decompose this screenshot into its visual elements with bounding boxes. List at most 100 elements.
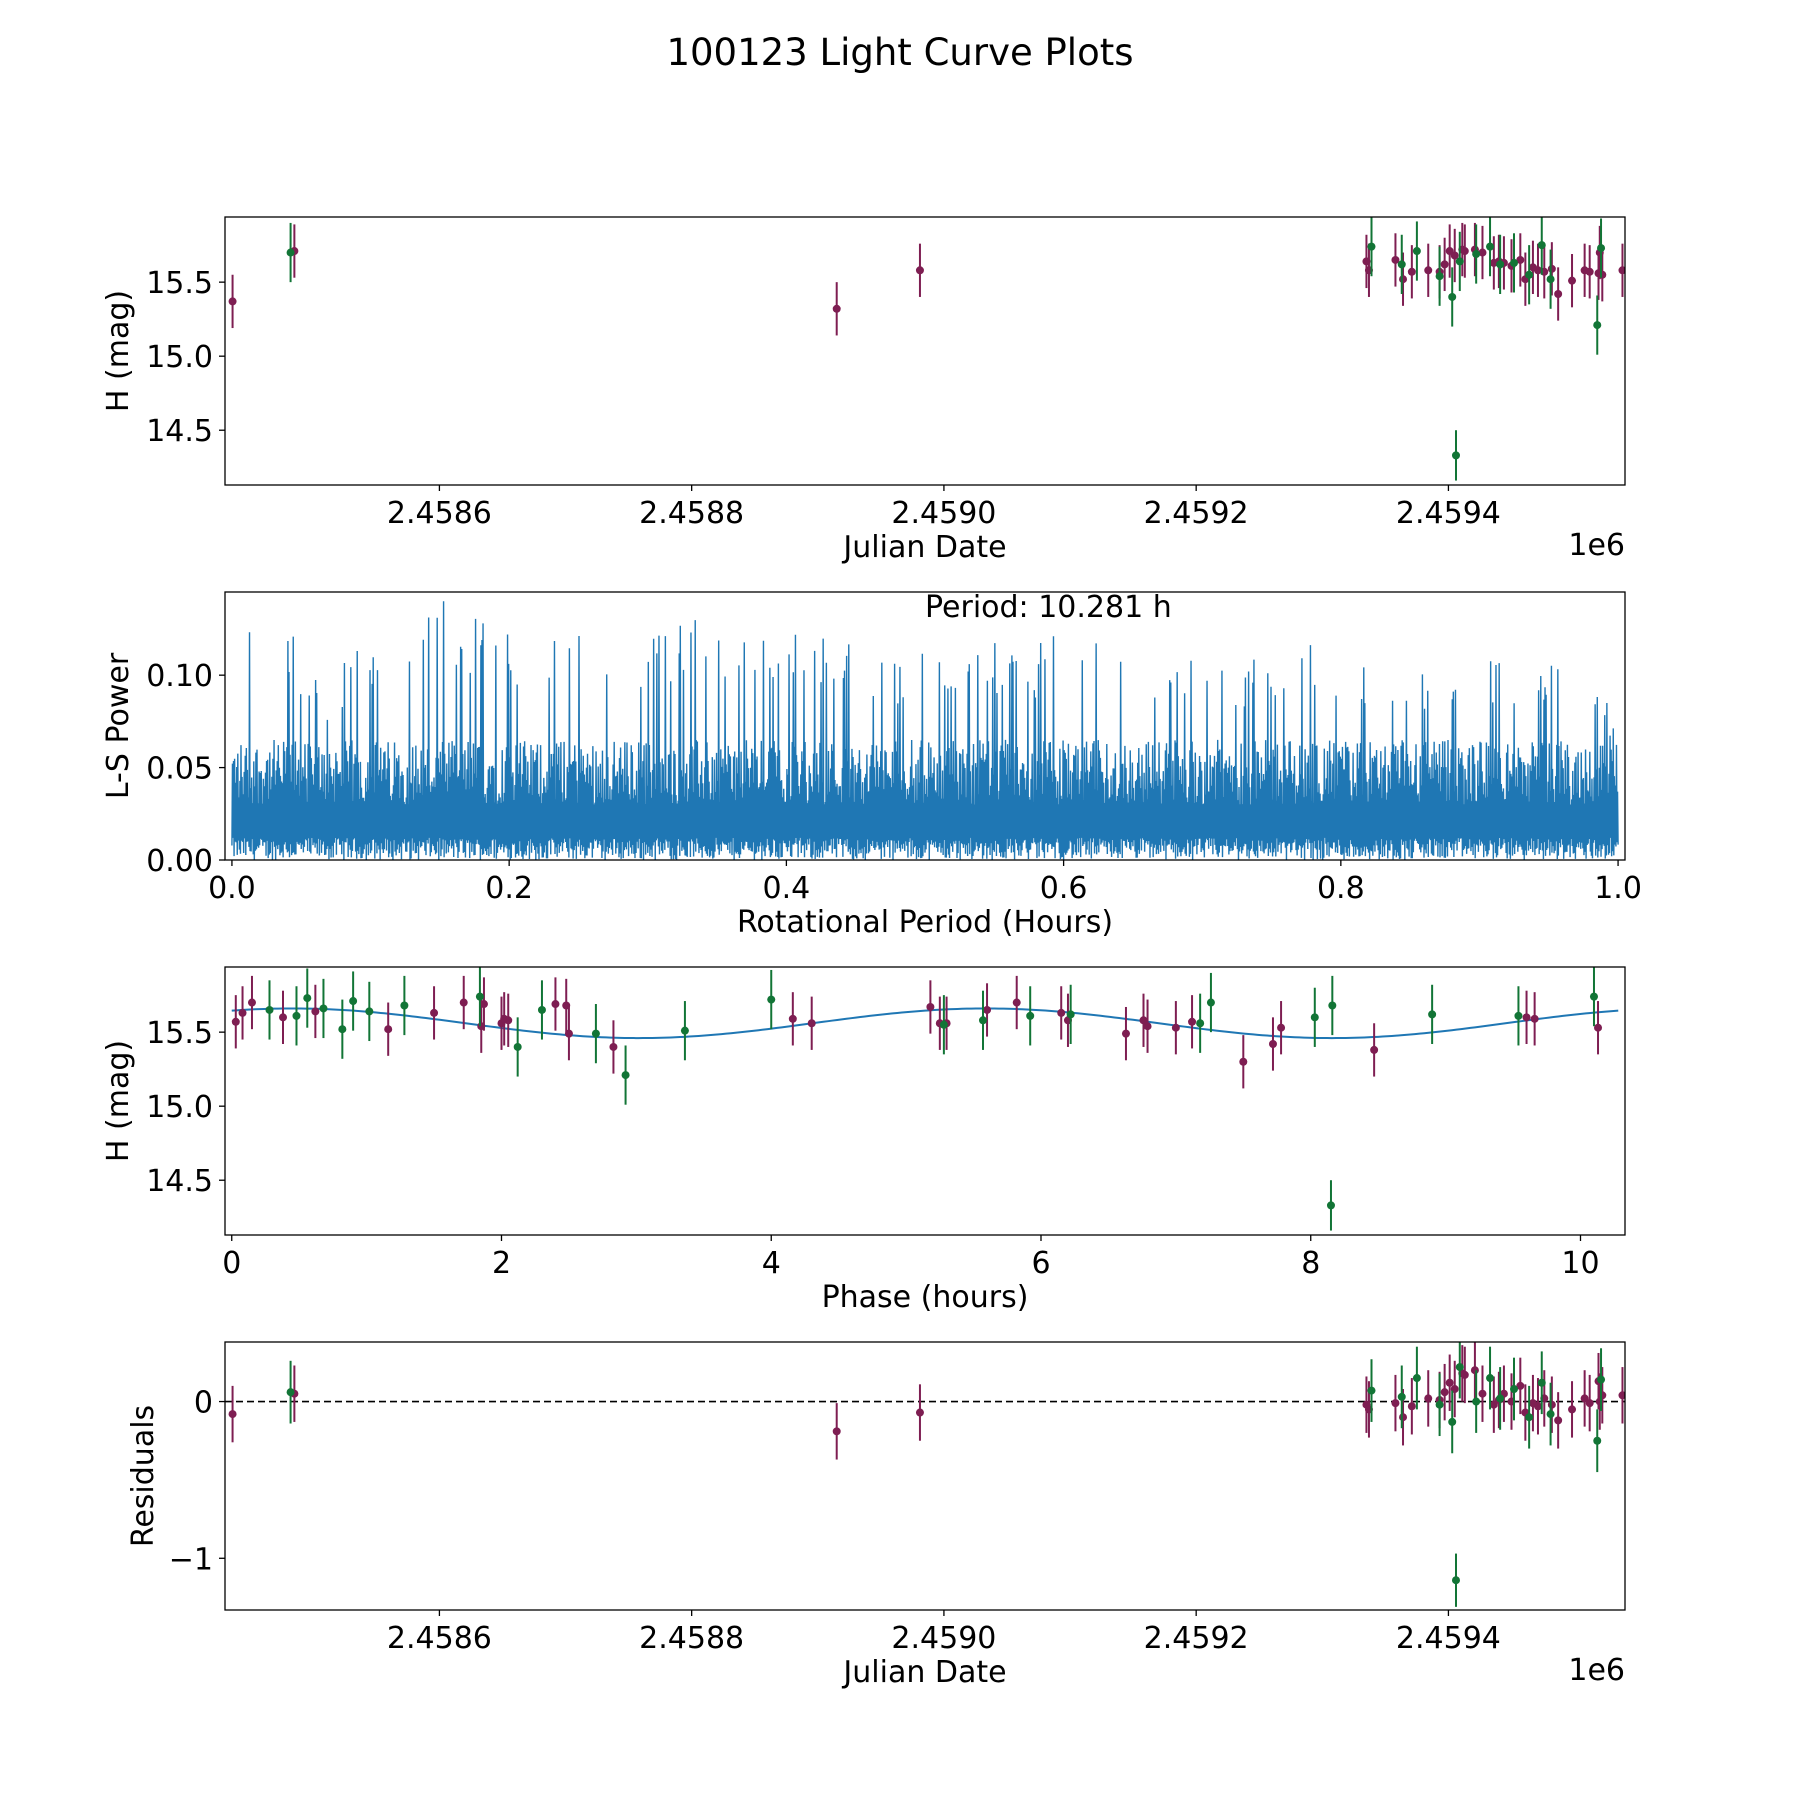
light-curve-y-label: H (mag): [101, 290, 136, 412]
data-point: [1516, 255, 1525, 264]
data-point: [1451, 451, 1460, 460]
data-point: [1455, 1363, 1464, 1372]
data-point: [983, 1005, 992, 1014]
phase-folded-x-ticks: 0 2 4 6 8 10: [222, 1235, 1600, 1281]
y-tick-label: −1: [169, 1542, 213, 1577]
data-point: [1424, 266, 1433, 275]
data-point: [1593, 321, 1602, 330]
data-point: [1326, 1201, 1335, 1210]
band-a-series: [231, 975, 1603, 1089]
data-point: [286, 248, 295, 257]
data-point: [832, 304, 841, 313]
y-tick-label: 15.0: [146, 1090, 213, 1125]
data-point: [621, 1071, 630, 1080]
y-tick-label: 0.05: [146, 752, 213, 787]
x-tick-label: 2: [492, 1246, 511, 1281]
data-point: [1585, 1399, 1594, 1408]
data-point: [551, 1000, 560, 1009]
phase-folded-plot-area: [231, 967, 1619, 1231]
data-point: [1399, 1413, 1408, 1422]
x-tick-label: 2.4586: [387, 496, 492, 531]
data-point: [303, 994, 312, 1003]
phase-folded-y-ticks: 14.5 15.0 15.5: [146, 1016, 225, 1199]
data-point: [1440, 1388, 1449, 1397]
data-point: [231, 1017, 240, 1026]
periodogram-y-ticks: 0.00 0.05 0.10: [146, 659, 225, 879]
data-point: [1397, 260, 1406, 269]
data-point: [1440, 260, 1449, 269]
x-tick-label: 2.4594: [1396, 496, 1501, 531]
y-tick-label: 15.0: [146, 340, 213, 375]
x-tick-label: 2.4590: [891, 496, 996, 531]
residuals-x-label: Julian Date: [841, 1655, 1006, 1690]
data-point: [1391, 1399, 1400, 1408]
light-curve-x-ticks: 2.4586 2.4588 2.4590 2.4592 2.4594: [387, 485, 1501, 531]
data-point: [228, 1410, 237, 1419]
data-point: [1399, 275, 1408, 284]
band-b-outlier-series: [1451, 430, 1460, 481]
phase-folded-axes-frame: [224, 966, 1626, 1236]
data-point: [1460, 1370, 1469, 1379]
data-point: [1121, 1029, 1130, 1038]
data-point: [1139, 1016, 1148, 1025]
data-point: [1594, 1023, 1603, 1032]
data-point: [1546, 275, 1555, 284]
data-point: [1012, 998, 1021, 1007]
data-point: [1277, 1023, 1286, 1032]
x-tick-label: 0.8: [1317, 871, 1365, 906]
data-point: [1598, 1391, 1607, 1400]
data-point: [1310, 1013, 1319, 1022]
data-point: [1546, 1410, 1555, 1419]
data-point: [1196, 1019, 1205, 1028]
data-point: [1510, 258, 1519, 267]
data-point: [430, 1008, 439, 1017]
data-point: [1143, 1022, 1152, 1031]
data-point: [1597, 244, 1606, 253]
x-tick-label: 2.4588: [639, 1621, 744, 1656]
data-point: [680, 1026, 689, 1035]
data-point: [1533, 1402, 1542, 1411]
data-point: [1525, 1413, 1534, 1422]
data-point: [1451, 1576, 1460, 1585]
data-point: [1537, 241, 1546, 250]
data-point: [1554, 1416, 1563, 1425]
periodogram-x-ticks: 0.0 0.2 0.4 0.6 0.8 1.0: [208, 860, 1642, 906]
x-tick-label: 2.4590: [891, 1621, 996, 1656]
data-point: [1424, 1394, 1433, 1403]
band-b-outlier-series: [1451, 1553, 1460, 1607]
data-point: [807, 1019, 816, 1028]
data-point: [1510, 1385, 1519, 1394]
phase-folded-y-label: H (mag): [101, 1040, 136, 1162]
y-tick-label: 14.5: [146, 414, 213, 449]
data-point: [788, 1014, 797, 1023]
data-point: [1589, 992, 1598, 1001]
data-point: [1455, 257, 1464, 266]
phase-folded-x-label: Phase (hours): [822, 1280, 1029, 1315]
data-point: [479, 1000, 488, 1009]
data-point: [1496, 1394, 1505, 1403]
data-point: [1514, 1011, 1523, 1020]
x-tick-label: 0.2: [485, 871, 533, 906]
data-point: [311, 1007, 320, 1016]
data-point: [1478, 248, 1487, 257]
data-point: [939, 1020, 948, 1029]
x-tick-label: 2.4586: [387, 1621, 492, 1656]
x-tick-label: 8: [1301, 1246, 1320, 1281]
data-point: [292, 1011, 301, 1020]
data-point: [1472, 1397, 1481, 1406]
data-point: [278, 1013, 287, 1022]
data-point: [1188, 1017, 1197, 1026]
figure-title: 100123 Light Curve Plots: [666, 31, 1133, 74]
data-point: [1597, 1375, 1606, 1384]
data-point: [1066, 1010, 1075, 1019]
data-point: [1522, 1013, 1531, 1022]
band-b-series: [286, 1342, 1606, 1473]
data-point: [1397, 1392, 1406, 1401]
y-tick-label: 14.5: [146, 1164, 213, 1199]
data-point: [1537, 1378, 1546, 1387]
data-point: [1554, 289, 1563, 298]
x-tick-label: 2.4594: [1396, 1621, 1501, 1656]
residuals-y-ticks: −1 0: [169, 1386, 225, 1577]
data-point: [338, 1025, 347, 1034]
data-point: [475, 992, 484, 1001]
